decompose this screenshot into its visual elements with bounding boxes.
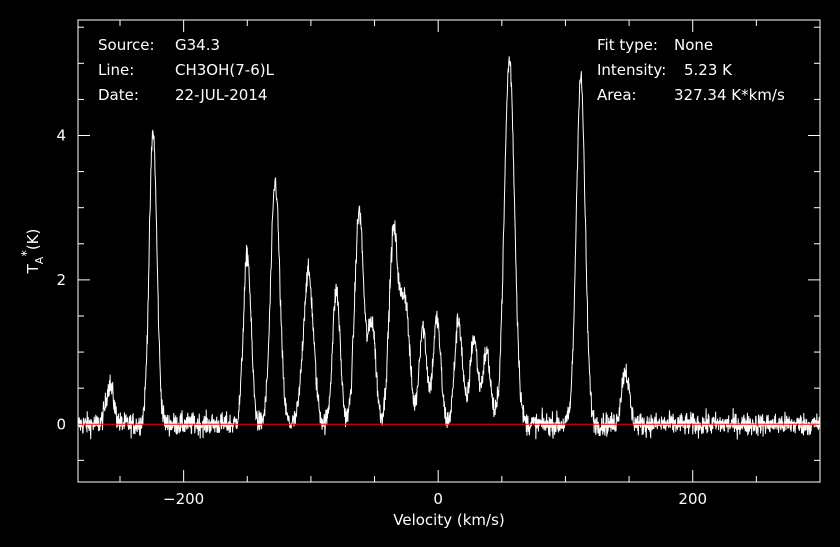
y-tick-label: 0: [56, 415, 66, 433]
info-block-left: Source: G34.3 Line: CH3OH(7-6)L Date: 22…: [98, 36, 275, 104]
svg-text:TA*(K): TA*(K): [20, 229, 46, 275]
info-area-value: 327.34 K*km/s: [674, 86, 785, 104]
y-tick-label: 2: [56, 271, 66, 289]
info-source-value: G34.3: [175, 36, 220, 54]
info-date-value: 22-JUL-2014: [175, 86, 267, 104]
y-axis-label-sup: *: [20, 250, 35, 257]
spectrum-line: [77, 56, 821, 440]
y-axis-label-unit: (K): [24, 229, 42, 251]
info-intensity-label: Intensity:: [597, 61, 666, 79]
x-tick-label: −200: [163, 490, 204, 508]
x-tick-label: 0: [433, 490, 443, 508]
tick-labels: −200 0 200 0 2 4: [56, 127, 707, 509]
info-source-label: Source:: [98, 36, 155, 54]
plot-frame: [77, 19, 821, 483]
info-area-label: Area:: [597, 86, 637, 104]
y-tick-label: 4: [56, 127, 66, 145]
info-line-value: CH3OH(7-6)L: [175, 61, 275, 79]
x-axis-label: Velocity (km/s): [393, 511, 504, 529]
info-fit-type-value: None: [674, 36, 713, 54]
y-axis-label-sub: A: [33, 256, 46, 264]
info-block-right: Fit type: None Intensity: 5.23 K Area: 3…: [597, 36, 785, 104]
y-axis-label: TA*(K): [20, 229, 46, 275]
info-fit-type-label: Fit type:: [597, 36, 658, 54]
info-intensity-value: 5.23 K: [684, 61, 733, 79]
x-tick-label: 200: [678, 490, 707, 508]
info-line-label: Line:: [98, 61, 134, 79]
y-axis-label-symbol: T: [24, 263, 42, 274]
info-date-label: Date:: [98, 86, 139, 104]
